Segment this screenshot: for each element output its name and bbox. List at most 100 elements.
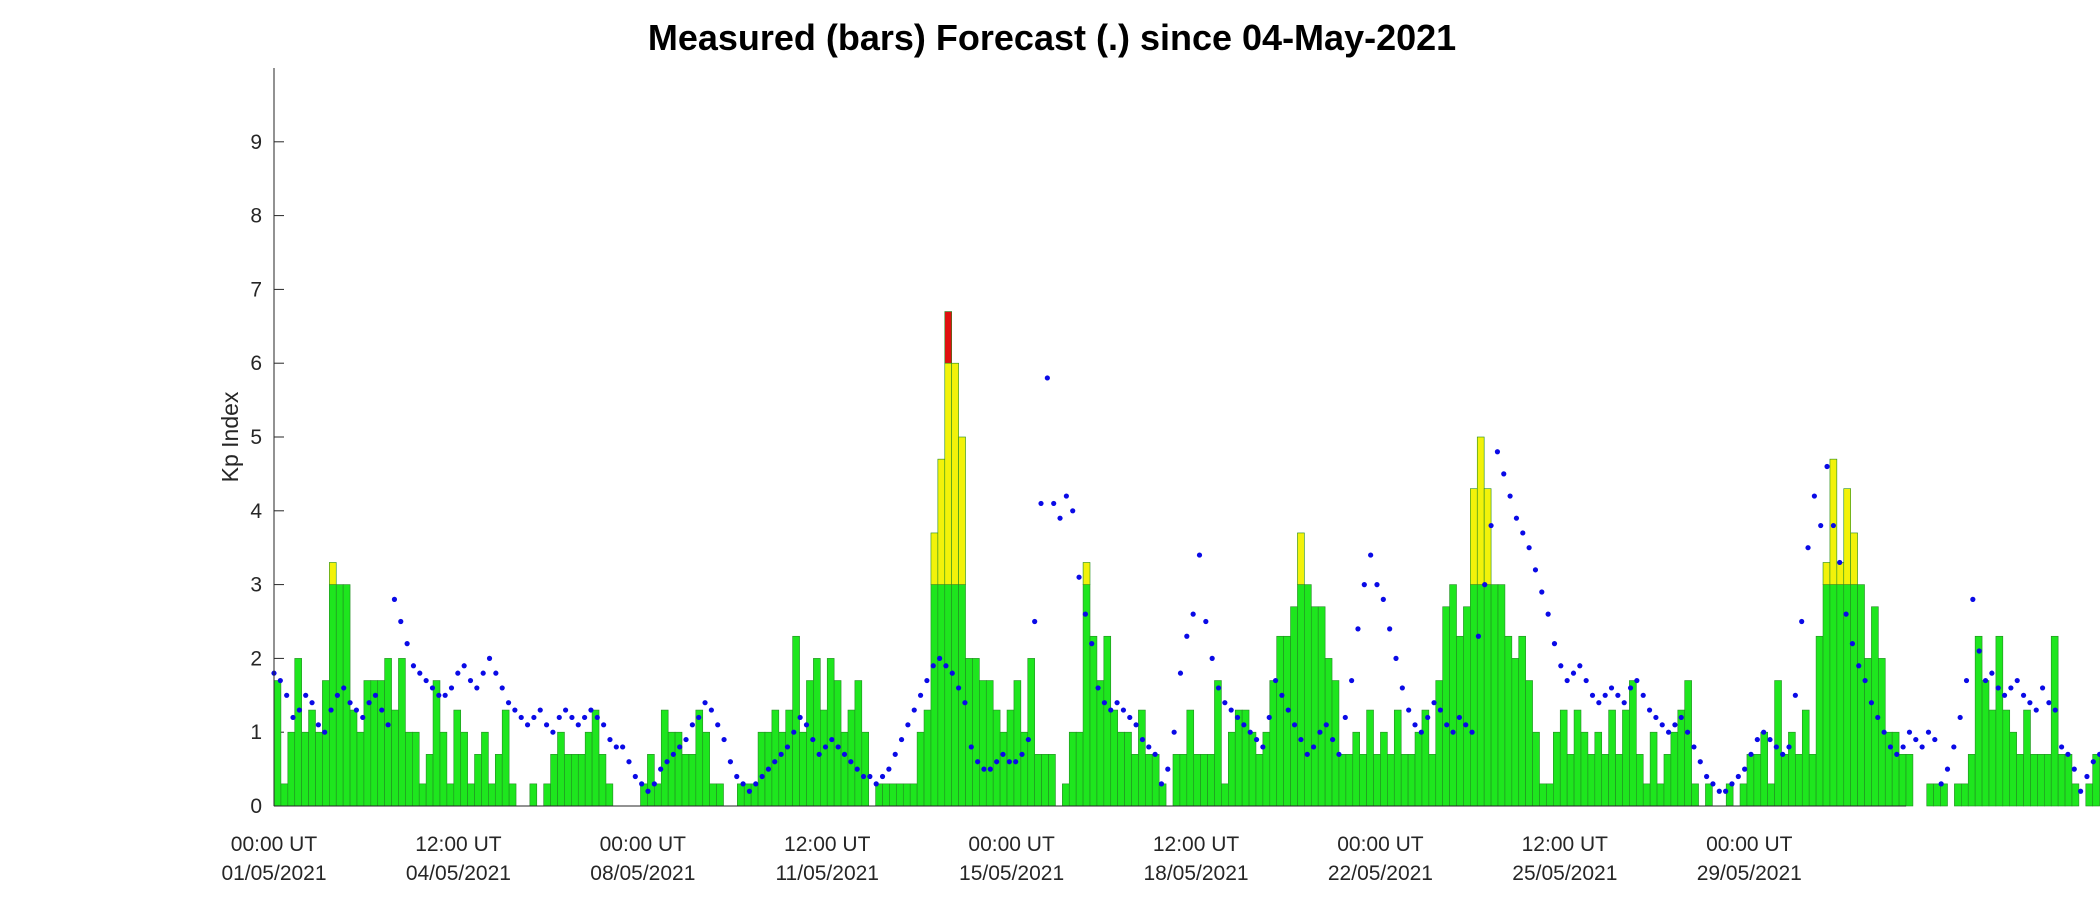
kp-bar-low xyxy=(1781,754,1789,807)
kp-bar-low xyxy=(1788,731,1796,807)
forecast-point xyxy=(1577,663,1583,669)
forecast-point xyxy=(1431,700,1437,706)
forecast-point xyxy=(1266,714,1272,721)
kp-bar-low xyxy=(1013,680,1022,807)
kp-bar-low xyxy=(1774,680,1782,807)
forecast-point xyxy=(702,700,708,706)
x-tick-label-time: 00:00 UT xyxy=(600,833,687,856)
kp-bar-low xyxy=(1470,584,1478,807)
kp-bar-low xyxy=(1027,658,1035,807)
kp-bar-low xyxy=(1103,635,1112,807)
kp-bar-low xyxy=(1656,783,1665,807)
forecast-point xyxy=(1165,766,1171,772)
kp-bar-low xyxy=(2071,783,2080,807)
kp-bar-low xyxy=(667,731,676,807)
forecast-point xyxy=(1380,596,1386,602)
kp-bar-low xyxy=(294,658,302,807)
forecast-point xyxy=(1887,744,1894,750)
kp-bar-low xyxy=(1269,680,1278,807)
forecast-point xyxy=(404,641,410,647)
forecast-point xyxy=(1228,707,1234,713)
forecast-point xyxy=(791,729,797,735)
forecast-point xyxy=(1539,589,1545,595)
kp-bar-low xyxy=(1345,754,1354,807)
forecast-point xyxy=(1063,493,1069,499)
kp-bar-low xyxy=(2064,754,2073,807)
forecast-point xyxy=(1678,714,1684,721)
kp-bar-low xyxy=(1158,783,1167,807)
x-tick-label-date: 11/05/2021 xyxy=(775,862,879,885)
forecast-point xyxy=(423,677,429,684)
forecast-point xyxy=(1298,736,1304,743)
forecast-point xyxy=(1754,736,1760,743)
forecast-point xyxy=(1387,626,1393,632)
forecast-point xyxy=(1488,522,1494,529)
forecast-point xyxy=(1215,685,1222,691)
kp-bar-low xyxy=(820,709,828,807)
forecast-point xyxy=(2027,700,2033,706)
forecast-point xyxy=(1811,493,1817,499)
kp-bar-low xyxy=(384,658,392,807)
kp-bar-low xyxy=(474,754,482,807)
forecast-point xyxy=(1691,744,1697,750)
forecast-point xyxy=(886,766,892,772)
forecast-point xyxy=(1824,463,1830,470)
forecast-points xyxy=(271,375,2100,794)
forecast-point xyxy=(1190,611,1196,617)
kp-bar-low xyxy=(1532,731,1540,807)
forecast-point xyxy=(841,751,848,757)
forecast-point xyxy=(2097,751,2100,757)
forecast-point xyxy=(1900,744,1906,750)
y-tick-label: 7 xyxy=(250,278,262,301)
kp-bar-low xyxy=(315,731,323,807)
kp-bar-low xyxy=(1380,731,1388,807)
kp-bar-low xyxy=(1850,584,1858,807)
forecast-point xyxy=(1038,500,1044,507)
forecast-point xyxy=(1837,559,1843,566)
kp-bar-low xyxy=(1463,606,1471,807)
kp-bar-low xyxy=(1172,754,1181,807)
forecast-point xyxy=(1615,692,1621,698)
forecast-point xyxy=(1101,700,1108,706)
forecast-point xyxy=(1773,744,1779,750)
kp-bar-low xyxy=(882,783,890,807)
kp-bar-low xyxy=(1580,731,1589,807)
forecast-point xyxy=(1970,596,1976,602)
forecast-point xyxy=(1076,574,1082,580)
kp-bar-low xyxy=(446,783,455,807)
kp-bar-low xyxy=(1988,709,1997,807)
forecast-point xyxy=(334,692,340,698)
kp-bar-low xyxy=(488,783,496,807)
kp-bar-low xyxy=(425,754,434,807)
kp-bar-low xyxy=(1428,754,1437,807)
kp-bar-low xyxy=(1836,584,1845,807)
forecast-point xyxy=(765,766,772,772)
y-tick-label: 5 xyxy=(250,426,262,449)
forecast-point xyxy=(1209,655,1215,662)
forecast-point xyxy=(715,722,721,728)
y-axis-ticks: 0 1 2 3 4 5 6 7 8 9 xyxy=(250,131,284,818)
kp-bar-low xyxy=(1670,731,1679,807)
kp-bar-low xyxy=(1829,584,1838,807)
forecast-point xyxy=(1095,685,1101,691)
forecast-point xyxy=(341,685,347,691)
x-tick-label-time: 00:00 UT xyxy=(968,833,1055,856)
forecast-point xyxy=(569,714,575,721)
forecast-point xyxy=(1019,751,1025,757)
forecast-point xyxy=(410,663,417,669)
kp-bar-low xyxy=(391,709,399,807)
kp-bar-low xyxy=(467,783,475,807)
kp-bar-low xyxy=(1435,680,1443,807)
forecast-point xyxy=(518,714,524,721)
kp-bar-low xyxy=(1843,584,1851,807)
kp-bar-low xyxy=(460,731,468,807)
kp-bar-low xyxy=(1677,709,1686,807)
forecast-point xyxy=(1006,759,1012,765)
kp-bar-low xyxy=(2044,754,2052,807)
kp-bar-low xyxy=(2050,635,2059,807)
forecast-point xyxy=(1748,751,1754,757)
forecast-point xyxy=(740,781,746,787)
kp-bar-low xyxy=(1179,754,1188,807)
kp-bar-low xyxy=(1366,709,1374,807)
